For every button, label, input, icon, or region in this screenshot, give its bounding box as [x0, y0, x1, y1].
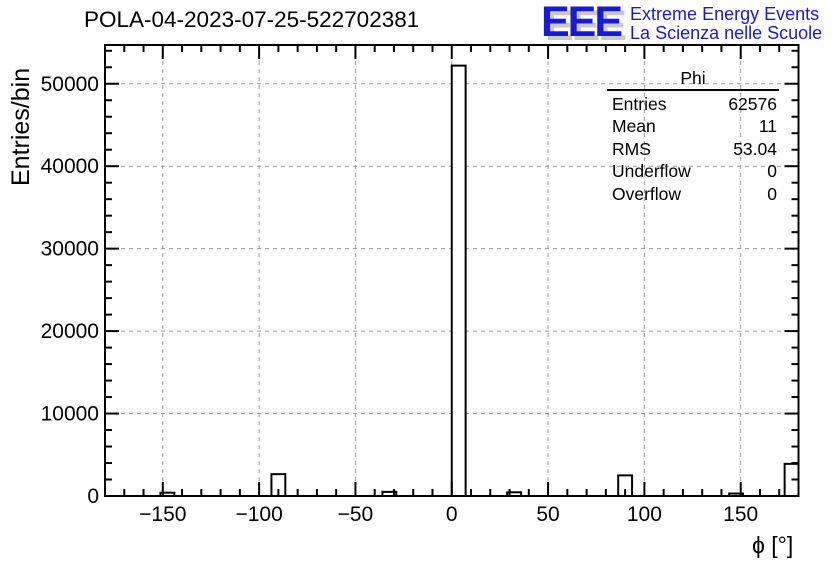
- eee-logo: EEE Extreme Energy Events La Scienza nel…: [541, 0, 822, 46]
- stats-row-mean: Mean 11: [607, 115, 779, 137]
- x-tick-label: −100: [235, 503, 282, 526]
- x-axis-title: ϕ [°]: [752, 532, 794, 558]
- stats-value: 11: [758, 116, 777, 137]
- y-tick-label: 50000: [41, 73, 99, 96]
- x-tick-label: 100: [627, 503, 662, 526]
- x-tick-label: 0: [446, 503, 458, 526]
- eee-logo-acronym: EEE: [541, 0, 623, 46]
- y-tick-label: 20000: [41, 320, 99, 343]
- eee-logo-text: Extreme Energy Events La Scienza nelle S…: [630, 2, 822, 43]
- histogram-bar: [450, 64, 467, 498]
- x-tick-label: 150: [723, 503, 758, 526]
- stats-value: 53.04: [733, 138, 777, 159]
- stats-value: 0: [767, 183, 777, 204]
- stats-row-overflow: Overflow 0: [607, 183, 779, 205]
- x-tick-label: −50: [338, 503, 374, 526]
- stats-row-entries: Entries 62576: [607, 93, 779, 115]
- y-tick-label: 40000: [41, 155, 99, 178]
- stats-box-title: Phi: [607, 69, 779, 91]
- y-tick-label: 30000: [41, 238, 99, 261]
- stats-box: Phi Entries 62576 Mean 11 RMS 53.04 Unde…: [607, 69, 779, 205]
- stats-value: 62576: [728, 94, 777, 114]
- y-tick-label: 10000: [41, 403, 99, 426]
- page-title: POLA-04-2023-07-25-522702381: [84, 7, 420, 32]
- stats-box-rows: Entries 62576 Mean 11 RMS 53.04 Underflo…: [607, 93, 779, 205]
- stats-label: Mean: [612, 116, 656, 137]
- stats-label: Underflow: [612, 161, 691, 182]
- stats-label: Entries: [612, 94, 667, 114]
- stats-row-rms: RMS 53.04: [607, 138, 779, 160]
- y-tick-label: 0: [87, 485, 99, 508]
- x-tick-label: −150: [139, 503, 186, 526]
- stats-value: 0: [767, 161, 777, 182]
- x-tick-label: 50: [536, 503, 559, 526]
- y-axis-title: Entries/bin: [7, 67, 35, 186]
- stats-label: Overflow: [612, 183, 682, 204]
- eee-logo-line2: La Scienza nelle Scuole: [630, 23, 823, 43]
- stats-row-underflow: Underflow 0: [607, 160, 779, 182]
- eee-logo-line1: Extreme Energy Events: [630, 4, 820, 24]
- stats-label: RMS: [612, 138, 651, 159]
